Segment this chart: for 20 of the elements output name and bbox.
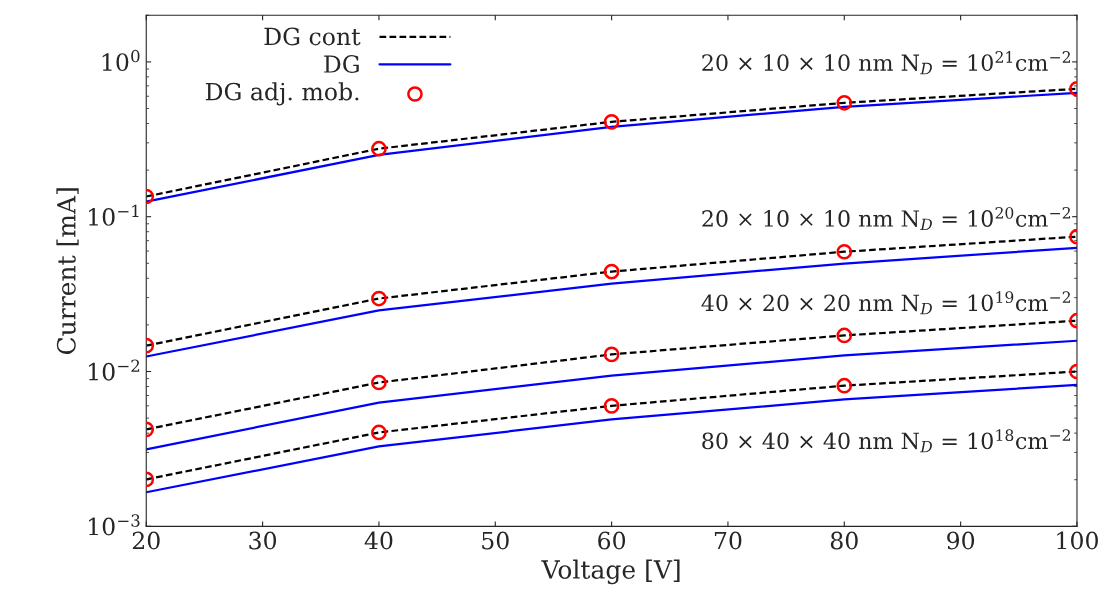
x-tick-label: 90 bbox=[947, 531, 975, 550]
legend-label: DG bbox=[324, 55, 359, 73]
y-tick-label: 10$^{−1}$ bbox=[89, 204, 139, 226]
annotation: 80 × 40 × 40 nm N$_{D}$ = 10$^{18}$cm$^{−2}$ bbox=[702, 429, 1071, 453]
x-tick-label: 30 bbox=[249, 531, 277, 550]
x-tick-label: 100 bbox=[1057, 531, 1098, 550]
annotation: 20 × 10 × 10 nm N$_{D}$ = 10$^{21}$cm$^{−2}$ bbox=[702, 51, 1071, 75]
annotation: 40 × 20 × 20 nm N$_{D}$ = 10$^{19}$cm$^{−2}$ bbox=[701, 291, 1071, 315]
x-tick-label: 60 bbox=[598, 531, 626, 550]
x-axis-title: Voltage [V] bbox=[541, 559, 680, 585]
legend-label: DG cont bbox=[264, 27, 361, 46]
annotation: 20 × 10 × 10 nm N$_{D}$ = 10$^{20}$cm$^{−2}$ bbox=[702, 206, 1071, 231]
y-tick-label: 10$^{−2}$ bbox=[89, 359, 140, 381]
x-tick-label: 80 bbox=[830, 531, 858, 550]
x-tick-label: 40 bbox=[364, 531, 393, 550]
y-tick-label: 10$^{0}$ bbox=[102, 49, 140, 72]
x-tick-label: 70 bbox=[714, 531, 742, 550]
legend-label: DG adj. mob. bbox=[205, 82, 359, 106]
x-tick-label: 50 bbox=[482, 531, 509, 550]
y-axis-title: Current [mA] bbox=[56, 188, 79, 355]
